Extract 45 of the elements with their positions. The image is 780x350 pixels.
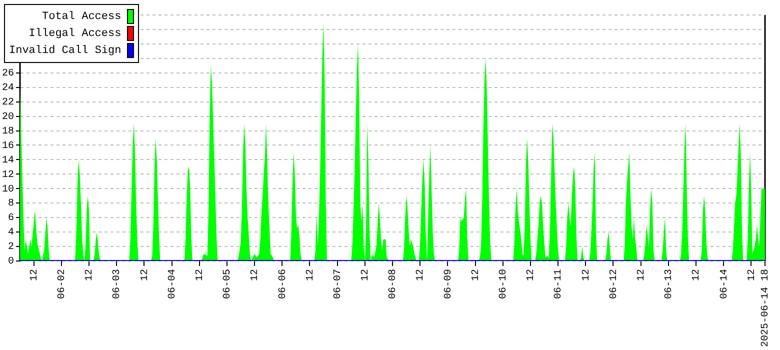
x-tick-label: 06-02 <box>57 268 68 300</box>
x-tick-label: 12 <box>470 268 482 282</box>
legend-label: Total Access <box>42 10 122 22</box>
x-tick-label: 12 <box>305 268 316 282</box>
x-tick-label: 12 <box>416 268 427 282</box>
y-tick-label: 22 <box>2 97 14 108</box>
x-tick-label: 12 <box>29 268 40 282</box>
x-tick-label: 12 <box>84 268 96 282</box>
x-tick-label: 12 <box>746 268 758 282</box>
y-tick-label: 26 <box>2 68 14 80</box>
x-tick-label: 06-05 <box>222 268 234 300</box>
x-tick-label: 12 <box>526 268 538 282</box>
y-tick-label: 4 <box>8 228 14 239</box>
x-tick-label: 06-14 <box>719 268 730 300</box>
x-tick-label: 06-04 <box>167 268 178 300</box>
x-tick-label: 06-03 <box>112 268 124 300</box>
y-tick-label: 2 <box>8 242 14 254</box>
x-tick-label: 06-06 <box>278 268 289 300</box>
x-tick-label: 12 <box>360 268 372 282</box>
x-tick-label: 06-07 <box>332 268 344 300</box>
x-tick-label: 06-10 <box>498 268 510 300</box>
legend-label: Invalid Call Sign <box>9 44 122 56</box>
x-tick-label: 2025-06-14 18 <box>760 268 772 348</box>
x-tick-label: 06-12 <box>608 268 620 300</box>
x-tick-label: 12 <box>581 268 592 282</box>
x-tick-label: 12 <box>692 268 703 282</box>
y-tick-label: 10 <box>2 184 14 196</box>
y-tick-label: 12 <box>2 170 14 181</box>
x-tick-label: 06-13 <box>664 268 676 300</box>
x-tick-label: 12 <box>636 268 648 282</box>
y-tick-label: 6 <box>8 213 14 224</box>
x-tick-label: 06-08 <box>388 268 400 300</box>
x-tick-label: 12 <box>194 268 206 282</box>
y-tick-label: 0 <box>8 256 14 268</box>
y-tick-label: 16 <box>2 140 14 152</box>
y-tick-label: 18 <box>2 126 14 138</box>
y-tick-label: 14 <box>2 155 14 166</box>
y-tick-label: 20 <box>2 112 14 123</box>
x-tick-label: 12 <box>140 268 151 282</box>
y-tick-label: 8 <box>8 198 14 210</box>
legend-label: Illegal Access <box>28 28 122 40</box>
y-tick-label: 24 <box>2 82 14 94</box>
x-tick-label: 06-09 <box>443 268 454 300</box>
x-tick-label: 12 <box>250 268 262 282</box>
x-tick-label: 06-11 <box>554 268 565 300</box>
